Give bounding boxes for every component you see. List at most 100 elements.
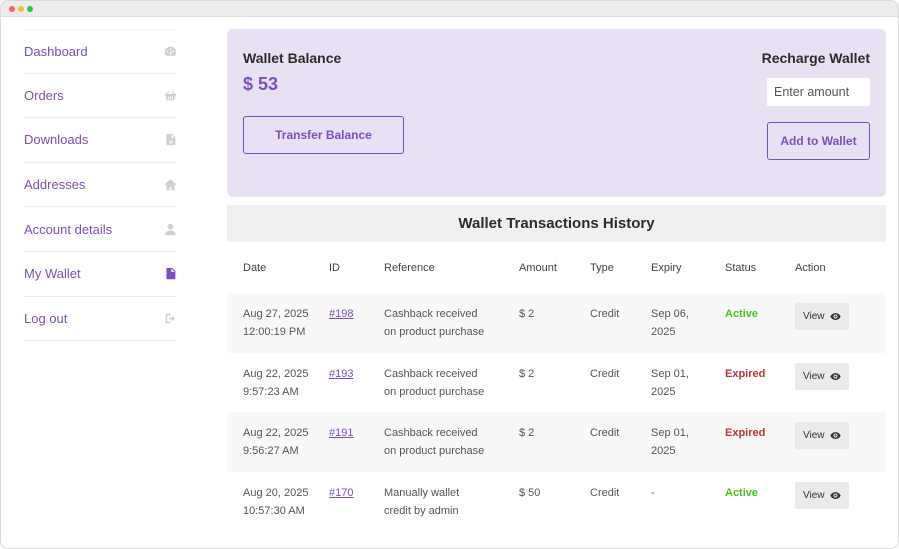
gauge-icon bbox=[163, 44, 177, 58]
cell-id: #193 bbox=[329, 352, 384, 412]
wallet-balance-title: Wallet Balance bbox=[243, 50, 342, 66]
cell-amount: $ 50 bbox=[519, 471, 590, 531]
reference-text: on product purchase bbox=[384, 326, 485, 338]
user-icon bbox=[163, 222, 177, 236]
sidebar-item-downloads[interactable]: Downloads bbox=[24, 118, 177, 163]
time-text: 12:00:19 PM bbox=[243, 326, 306, 338]
maximize-window-button[interactable] bbox=[27, 6, 33, 12]
date-text: Aug 27, 2025 bbox=[243, 308, 309, 320]
close-window-button[interactable] bbox=[9, 6, 15, 12]
column-header-status: Status bbox=[725, 242, 795, 293]
transaction-id-link[interactable]: #198 bbox=[329, 308, 354, 320]
window-titlebar bbox=[1, 1, 898, 17]
cell-id: #198 bbox=[329, 293, 384, 353]
reference-text: Cashback received bbox=[384, 308, 478, 320]
cell-reference: Cashback received on product purchase bbox=[384, 412, 519, 472]
status-badge: Expired bbox=[725, 367, 766, 380]
column-header-action: Action bbox=[795, 242, 886, 293]
transaction-id-link[interactable]: #193 bbox=[329, 367, 354, 380]
transactions-table: Date ID Reference Amount Type Expiry Sta… bbox=[227, 242, 886, 531]
status-badge: Active bbox=[725, 486, 759, 499]
cell-date: Aug 22, 2025 9:56:27 AM bbox=[227, 412, 329, 472]
sidebar-item-label: Log out bbox=[24, 310, 68, 326]
date-text: Aug 22, 2025 bbox=[243, 427, 309, 439]
view-label: View bbox=[803, 370, 825, 382]
cell-expiry: Sep 01, 2025 bbox=[651, 412, 725, 472]
recharge-amount-input[interactable] bbox=[767, 78, 870, 106]
view-label: View bbox=[803, 311, 825, 322]
transaction-id-link[interactable]: #170 bbox=[329, 486, 354, 499]
transaction-id-link[interactable]: #191 bbox=[329, 427, 354, 439]
view-label: View bbox=[803, 489, 825, 501]
table-header-row: Date ID Reference Amount Type Expiry Sta… bbox=[227, 242, 886, 293]
sign-out-icon bbox=[163, 311, 177, 325]
cell-status: Expired bbox=[725, 352, 795, 412]
expiry-text: 2025 bbox=[651, 326, 676, 338]
eye-icon bbox=[829, 432, 841, 439]
expiry-text: 2025 bbox=[651, 445, 676, 457]
expiry-text: - bbox=[651, 486, 655, 499]
reference-text: credit by admin bbox=[384, 504, 459, 517]
cell-status: Active bbox=[725, 471, 795, 531]
time-text: 10:57:30 AM bbox=[243, 504, 305, 517]
sidebar-item-my-wallet[interactable]: My Wallet bbox=[24, 252, 177, 297]
status-badge: Active bbox=[725, 308, 759, 320]
sidebar-item-label: Addresses bbox=[24, 177, 86, 193]
sidebar-item-orders[interactable]: Orders bbox=[24, 74, 177, 119]
add-to-wallet-button[interactable]: Add to Wallet bbox=[767, 122, 870, 160]
date-text: Aug 22, 2025 bbox=[243, 367, 309, 380]
cell-date: Aug 27, 2025 12:00:19 PM bbox=[227, 293, 329, 353]
wallet-transactions-history: Wallet Transactions History Date ID Refe… bbox=[227, 205, 886, 531]
cell-action: View bbox=[795, 412, 886, 472]
cell-type: Credit bbox=[590, 471, 651, 531]
view-button[interactable]: View bbox=[795, 303, 849, 330]
eye-icon bbox=[829, 491, 841, 499]
table-row: Aug 27, 2025 12:00:19 PM #198 Cashback re… bbox=[227, 293, 886, 353]
view-button[interactable]: View bbox=[795, 362, 849, 390]
cell-action: View bbox=[795, 352, 886, 412]
eye-icon bbox=[829, 372, 841, 380]
cell-reference: Cashback received on product purchase bbox=[384, 352, 519, 412]
sidebar-item-label: Downloads bbox=[24, 132, 89, 148]
cell-amount: $ 2 bbox=[519, 352, 590, 412]
account-sidebar: Dashboard Orders Downloads Addresses Acc… bbox=[24, 29, 177, 342]
cell-id: #170 bbox=[329, 471, 384, 531]
column-header-type: Type bbox=[590, 242, 651, 293]
expiry-text: 2025 bbox=[651, 385, 676, 398]
cell-action: View bbox=[795, 471, 886, 531]
sidebar-item-account-details[interactable]: Account details bbox=[24, 207, 177, 252]
cell-action: View bbox=[795, 293, 886, 353]
sidebar-item-dashboard[interactable]: Dashboard bbox=[24, 29, 177, 74]
sidebar-item-label: My Wallet bbox=[24, 266, 81, 282]
sidebar-item-label: Account details bbox=[24, 221, 113, 237]
expiry-text: Sep 01, bbox=[651, 367, 689, 380]
cell-date: Aug 20, 2025 10:57:30 AM bbox=[227, 471, 329, 531]
eye-icon bbox=[829, 313, 841, 320]
cell-date: Aug 22, 2025 9:57:23 AM bbox=[227, 352, 329, 412]
minimize-window-button[interactable] bbox=[18, 6, 24, 12]
status-badge: Expired bbox=[725, 427, 766, 439]
column-header-id: ID bbox=[329, 242, 384, 293]
sidebar-item-label: Dashboard bbox=[24, 43, 88, 59]
table-row: Aug 20, 2025 10:57:30 AM #170 Manually wa… bbox=[227, 471, 886, 531]
cell-reference: Manually wallet credit by admin bbox=[384, 471, 519, 531]
cell-expiry: Sep 06, 2025 bbox=[651, 293, 725, 353]
home-icon bbox=[163, 178, 177, 192]
sidebar-item-addresses[interactable]: Addresses bbox=[24, 163, 177, 208]
view-button[interactable]: View bbox=[795, 422, 849, 449]
view-button[interactable]: View bbox=[795, 481, 849, 509]
cell-expiry: Sep 01, 2025 bbox=[651, 352, 725, 412]
cell-reference: Cashback received on product purchase bbox=[384, 293, 519, 353]
expiry-text: Sep 01, bbox=[651, 427, 689, 439]
column-header-expiry: Expiry bbox=[651, 242, 725, 293]
expiry-text: Sep 06, bbox=[651, 308, 689, 320]
transfer-balance-button[interactable]: Transfer Balance bbox=[243, 116, 404, 154]
cell-amount: $ 2 bbox=[519, 293, 590, 353]
file-download-icon bbox=[163, 133, 177, 147]
wallet-balance-amount: $ 53 bbox=[243, 74, 279, 94]
table-row: Aug 22, 2025 9:57:23 AM #193 Cashback rec… bbox=[227, 352, 886, 412]
cell-status: Active bbox=[725, 293, 795, 353]
sidebar-item-log-out[interactable]: Log out bbox=[24, 297, 177, 342]
cell-type: Credit bbox=[590, 352, 651, 412]
